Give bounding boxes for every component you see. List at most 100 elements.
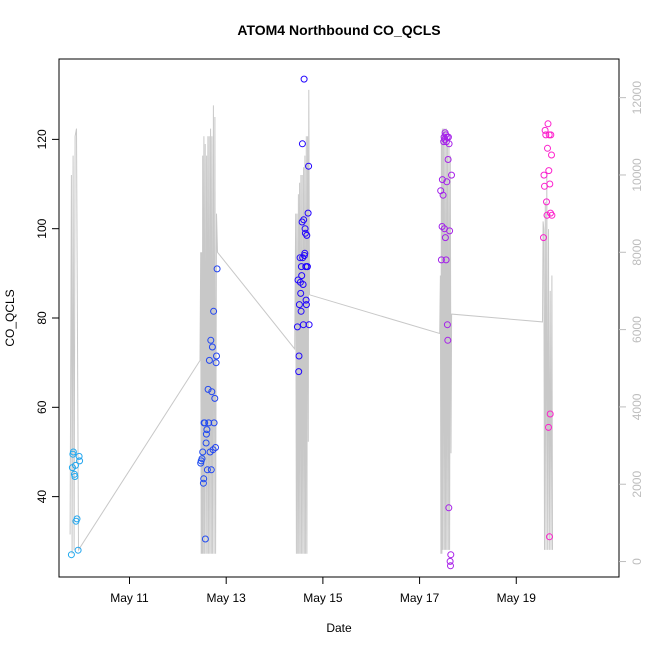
y2-tick-label: 10000 [630, 158, 644, 192]
y-tick-label: 120 [35, 129, 49, 149]
data-point [204, 385, 212, 393]
data-point [201, 535, 209, 543]
data-point [442, 256, 450, 264]
y-tick-label: 60 [35, 400, 49, 414]
data-point [305, 162, 313, 170]
x-axis-label: Date [326, 621, 352, 635]
data-point [305, 321, 313, 329]
series-1 [67, 448, 84, 559]
y2-tick-label: 8000 [630, 239, 644, 266]
data-point [298, 140, 306, 148]
data-point [439, 191, 447, 199]
data-point [297, 289, 305, 297]
plot-frame [58, 58, 620, 578]
data-point [211, 394, 219, 402]
data-point [542, 131, 550, 139]
data-point [443, 178, 451, 186]
data-point [213, 265, 221, 273]
data-point [546, 180, 554, 188]
data-point [441, 135, 449, 143]
data-point [199, 448, 207, 456]
data-point [199, 479, 207, 487]
series-2 [197, 265, 221, 543]
data-point [203, 426, 211, 434]
y-axis: 40 60 80 100 120 [35, 129, 59, 503]
data-point [438, 176, 446, 184]
data-point [73, 515, 81, 523]
data-point [443, 321, 451, 329]
data-point [299, 254, 307, 262]
data-point [213, 352, 220, 360]
data-point [300, 75, 308, 83]
data-point [71, 473, 79, 480]
data-point [301, 225, 309, 233]
x-axis: May 11 May 13 May 15 May 17 May 19 [110, 577, 536, 605]
series-4 [437, 129, 455, 570]
data-point [545, 423, 552, 431]
chart-title: ATOM4 Northbound CO_QCLS [237, 22, 440, 38]
data-point [444, 336, 452, 344]
data-point [72, 461, 79, 469]
data-point [303, 263, 311, 271]
data-point [200, 475, 208, 483]
y2-tick-label: 2000 [630, 471, 644, 498]
altitude-line-layer [69, 89, 553, 554]
x-tick-label: May 19 [497, 591, 537, 605]
data-point [548, 211, 556, 219]
data-point [303, 231, 311, 239]
data-point [445, 504, 453, 512]
data-point [74, 546, 82, 554]
data-point [544, 120, 552, 128]
data-point [293, 323, 301, 331]
data-point [444, 156, 452, 163]
data-point [205, 419, 213, 427]
data-point [298, 272, 306, 280]
data-point [295, 301, 303, 309]
data-point [447, 562, 454, 570]
data-point [543, 211, 551, 219]
data-point [548, 151, 555, 159]
data-point [69, 448, 77, 456]
y2-tick-label: 12000 [630, 81, 644, 115]
data-point [441, 234, 449, 242]
data-point [541, 126, 549, 134]
data-point [295, 368, 303, 376]
data-point [438, 223, 446, 230]
data-point [446, 557, 454, 565]
data-point [302, 296, 310, 304]
x-tick-label: May 17 [400, 591, 440, 605]
y2-tick-label: 6000 [630, 316, 644, 343]
data-point [540, 171, 548, 179]
points-layer [67, 75, 556, 570]
data-point [301, 249, 309, 257]
data-point [212, 444, 219, 451]
data-point [198, 455, 206, 463]
data-point [296, 254, 304, 262]
data-point [212, 359, 220, 367]
data-point [210, 307, 218, 315]
data-point [544, 144, 551, 152]
data-point [448, 171, 455, 179]
data-point [298, 218, 306, 226]
data-point [209, 446, 217, 454]
data-point [210, 419, 218, 427]
data-point [445, 140, 453, 148]
data-point [202, 430, 210, 438]
altitude-line [69, 89, 553, 554]
data-point [76, 457, 84, 465]
y-tick-label: 40 [35, 490, 49, 504]
y2-axis: 0 2000 4000 6000 8000 10000 12000 [619, 81, 644, 565]
data-point [546, 410, 554, 418]
data-point [444, 133, 452, 141]
y-axis-label: CO_QCLS [3, 289, 17, 346]
data-point [299, 281, 307, 288]
data-point [75, 452, 83, 460]
data-point [203, 466, 211, 474]
data-point [545, 167, 553, 175]
series-3 [293, 75, 313, 376]
data-point [437, 256, 445, 264]
data-point [547, 131, 555, 139]
data-point [540, 234, 547, 242]
data-point [302, 301, 310, 309]
data-point [294, 276, 302, 284]
